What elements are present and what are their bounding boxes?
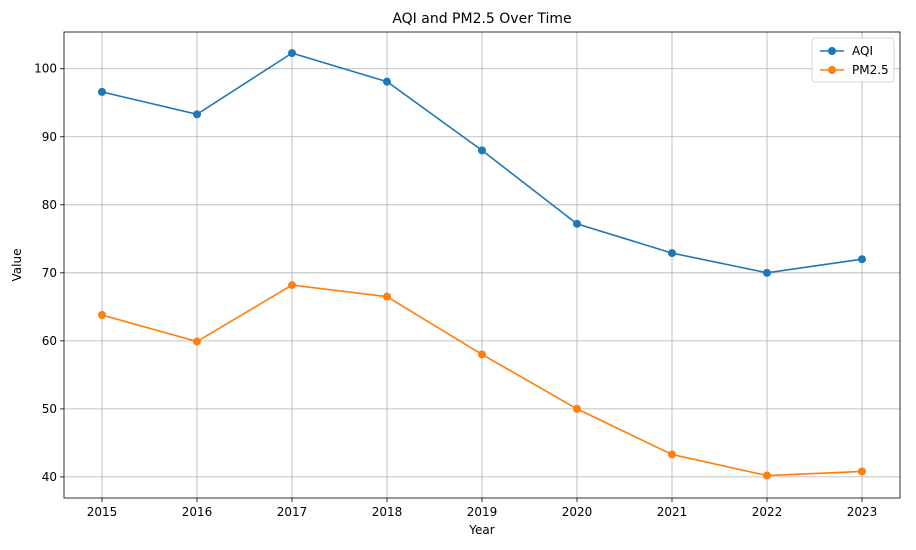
data-point-aqi xyxy=(668,249,676,258)
data-point-pm2-5 xyxy=(193,337,201,346)
grid-layer xyxy=(64,32,900,498)
data-point-pm2-5 xyxy=(478,350,486,359)
data-point-pm2-5 xyxy=(858,467,866,476)
y-tick-label: 70 xyxy=(42,266,57,280)
data-point-aqi xyxy=(383,77,391,86)
y-tick-label: 80 xyxy=(42,198,57,212)
x-tick-label: 2015 xyxy=(87,505,118,519)
data-point-aqi xyxy=(288,49,296,58)
series-pm2-5 xyxy=(98,281,866,480)
x-tick-label: 2023 xyxy=(847,505,878,519)
x-tick-label: 2017 xyxy=(277,505,308,519)
data-point-pm2-5 xyxy=(383,292,391,301)
legend-entry-aqi: AQI xyxy=(820,44,873,58)
data-point-aqi xyxy=(573,219,581,228)
x-axis-label: Year xyxy=(468,523,494,537)
chart-title: AQI and PM2.5 Over Time xyxy=(392,11,571,27)
y-tick-label: 100 xyxy=(34,62,57,76)
data-point-aqi xyxy=(98,87,106,96)
y-tick-label: 90 xyxy=(42,130,57,144)
legend-label-aqi: AQI xyxy=(852,44,873,58)
data-point-aqi xyxy=(193,110,201,119)
x-tick-label: 2022 xyxy=(752,505,783,519)
data-point-aqi xyxy=(858,255,866,264)
y-tick-label: 50 xyxy=(42,402,57,416)
data-point-pm2-5 xyxy=(98,311,106,320)
data-point-pm2-5 xyxy=(763,471,771,480)
legend: AQI PM2.5 xyxy=(811,37,895,83)
x-tick-label: 2016 xyxy=(182,505,213,519)
series-layer xyxy=(98,49,866,480)
data-point-pm2-5 xyxy=(668,450,676,459)
y-axis-label: Value xyxy=(10,249,24,282)
data-point-pm2-5 xyxy=(573,404,581,413)
legend-label-pm2-5: PM2.5 xyxy=(852,63,889,77)
tick-layer: 2015 2016 2017 2018 2019 2020 2021 2022 2023 40 50… xyxy=(34,62,877,519)
legend-marker-pm2-5 xyxy=(828,66,836,74)
legend-marker-aqi xyxy=(828,47,836,55)
y-tick-label: 40 xyxy=(42,470,57,484)
legend-entry-pm2-5: PM2.5 xyxy=(820,63,889,77)
series-aqi xyxy=(98,49,866,277)
x-tick-label: 2019 xyxy=(467,505,498,519)
y-tick-label: 60 xyxy=(42,334,57,348)
x-tick-label: 2020 xyxy=(562,505,593,519)
x-tick-label: 2021 xyxy=(657,505,688,519)
data-point-aqi xyxy=(478,146,486,155)
data-point-aqi xyxy=(763,268,771,277)
x-tick-label: 2018 xyxy=(372,505,403,519)
data-point-pm2-5 xyxy=(288,281,296,290)
